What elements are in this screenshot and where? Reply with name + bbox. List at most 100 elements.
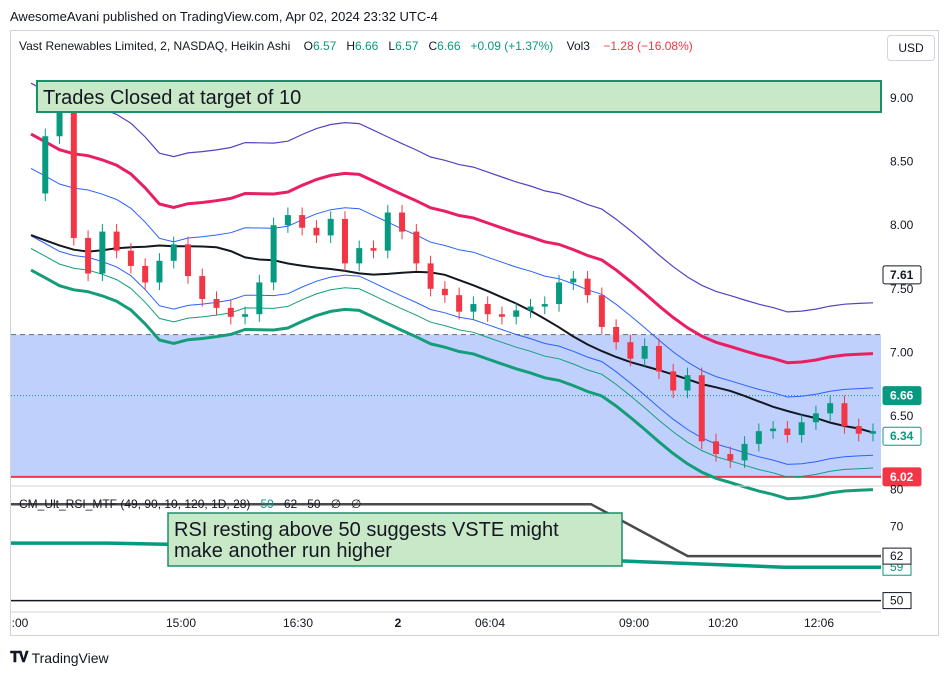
currency-button[interactable]: USD: [887, 35, 935, 61]
candle-body: [213, 298, 220, 308]
candle-body: [170, 244, 177, 261]
rsi-series-line: [11, 502, 881, 558]
rsi-name[interactable]: CM_Ult_RSI_MTF (49, 90, 10, 120, 1D, 28): [19, 497, 251, 511]
rsi-value-1: 59: [260, 497, 274, 511]
x-tick-label: 06:04: [475, 616, 505, 630]
price-label: 6.66: [890, 389, 914, 403]
open-value: 6.57: [312, 39, 337, 53]
annotation-box: [36, 80, 882, 113]
x-tick-label: :00: [12, 616, 29, 630]
price-label-box: [882, 265, 922, 285]
rsi-value-2: 62: [283, 497, 298, 511]
price-tick-label: 7.00: [890, 345, 914, 359]
annotation-trades-closed: Trades Closed at target of 10: [36, 80, 882, 113]
candle-body: [798, 422, 805, 435]
candle-body: [370, 248, 377, 251]
rsi-value-4: ∅: [330, 497, 342, 511]
candle-body: [456, 295, 463, 312]
price-label: 6.34: [890, 429, 914, 443]
candle-body: [713, 441, 720, 455]
volume-change: −1.28 (−16.08%): [603, 39, 693, 53]
candle-body: [227, 307, 234, 317]
annotation-rsi: RSI resting above 50 suggests VSTE might…: [167, 512, 623, 567]
x-tick-label: 12:06: [804, 616, 834, 630]
candle-body: [413, 231, 420, 264]
rsi-value-label: 62: [890, 549, 904, 563]
x-tick-label: 10:20: [708, 616, 738, 630]
high-value: 6.66: [355, 39, 379, 53]
volume-label: Vol3: [566, 39, 590, 53]
axes: 9.00 8.50 8.00 7.50 7.00 6.50 7.61 6.66 6.34 6.02…: [11, 91, 922, 630]
x-tick-label: 2: [395, 616, 402, 630]
candle-body: [156, 260, 163, 283]
rsi-value-box: [882, 592, 912, 610]
rsi-value-3: 50: [307, 497, 321, 511]
x-tick-label: 16:30: [283, 616, 313, 630]
band-upper-inner: [30, 167, 874, 398]
candle-body: [655, 345, 662, 372]
symbol-legend[interactable]: Vast Renewables Limited, 2, NASDAQ, Heik…: [19, 39, 693, 53]
price-label: 7.61: [890, 268, 914, 282]
price-pane: Trades Closed at target of 10: [11, 80, 882, 501]
rsi-value-box: [882, 547, 912, 565]
price-tick-label: 9.00: [890, 91, 914, 105]
candle-body: [755, 431, 762, 444]
candle-body: [270, 225, 277, 283]
price-tick-label: 6.50: [890, 409, 914, 423]
candle-body: [470, 304, 477, 312]
annotation-box: [167, 512, 623, 567]
band-upper: [30, 132, 874, 365]
candle-body: [341, 218, 348, 264]
candle-body: [527, 306, 534, 311]
symbol-name[interactable]: Vast Renewables Limited, 2, NASDAQ, Heik…: [19, 39, 291, 53]
candle-body: [770, 428, 777, 432]
candle-body: [698, 375, 705, 442]
publish-line: AwesomeAvani published on TradingView.co…: [10, 9, 438, 24]
candle-body: [199, 276, 206, 299]
candle-body: [870, 431, 876, 434]
price-tick-label: 8.50: [890, 155, 914, 169]
annotation-text: make another run higher: [174, 540, 392, 562]
candle-body: [684, 375, 691, 391]
annotation-text: Trades Closed at target of 10: [43, 87, 301, 109]
candle-body: [384, 212, 391, 251]
candle-body: [327, 218, 334, 236]
rsi-tick-label: 70: [890, 519, 904, 533]
candle-body: [841, 403, 848, 427]
candle-body: [427, 263, 434, 289]
rsi-tick-label: 80: [890, 482, 904, 496]
x-tick-label: 15:00: [166, 616, 196, 630]
candle-body: [627, 342, 634, 359]
low-label: L: [388, 39, 396, 53]
price-label-box: [882, 467, 922, 487]
support-zone: [11, 334, 881, 477]
candle-body: [441, 288, 448, 296]
candle-body: [127, 250, 134, 266]
candle-body: [584, 278, 591, 296]
band-lower: [30, 268, 874, 501]
open-label: O: [303, 39, 313, 53]
candle-body: [42, 136, 49, 194]
candle-body: [812, 413, 819, 423]
band-lower-thin: [30, 248, 874, 478]
rsi-legend[interactable]: CM_Ult_RSI_MTF (49, 90, 10, 120, 1D, 28)…: [19, 497, 362, 511]
tradingview-logo[interactable]: 𝐓𝐕 TradingView: [10, 649, 109, 666]
candle-body: [727, 454, 734, 461]
candle-body: [556, 282, 563, 305]
candle-body: [242, 314, 249, 317]
candle-body: [256, 282, 263, 315]
price-tick-label: 8.00: [890, 218, 914, 232]
candle-body: [827, 403, 834, 414]
candle-body: [284, 215, 291, 226]
rsi-pane: RSI resting above 50 suggests VSTE might…: [11, 502, 881, 602]
close-label: C: [428, 39, 438, 53]
band-upper-outer: [30, 82, 874, 313]
price-tick-label: 7.50: [890, 282, 914, 296]
candle-body: [498, 314, 505, 317]
candle-body: [741, 443, 748, 461]
price-label: 6.02: [890, 470, 914, 484]
change-value: +0.09 (+1.37%): [470, 39, 554, 53]
candle-body: [784, 428, 791, 435]
candle-body: [484, 304, 491, 315]
